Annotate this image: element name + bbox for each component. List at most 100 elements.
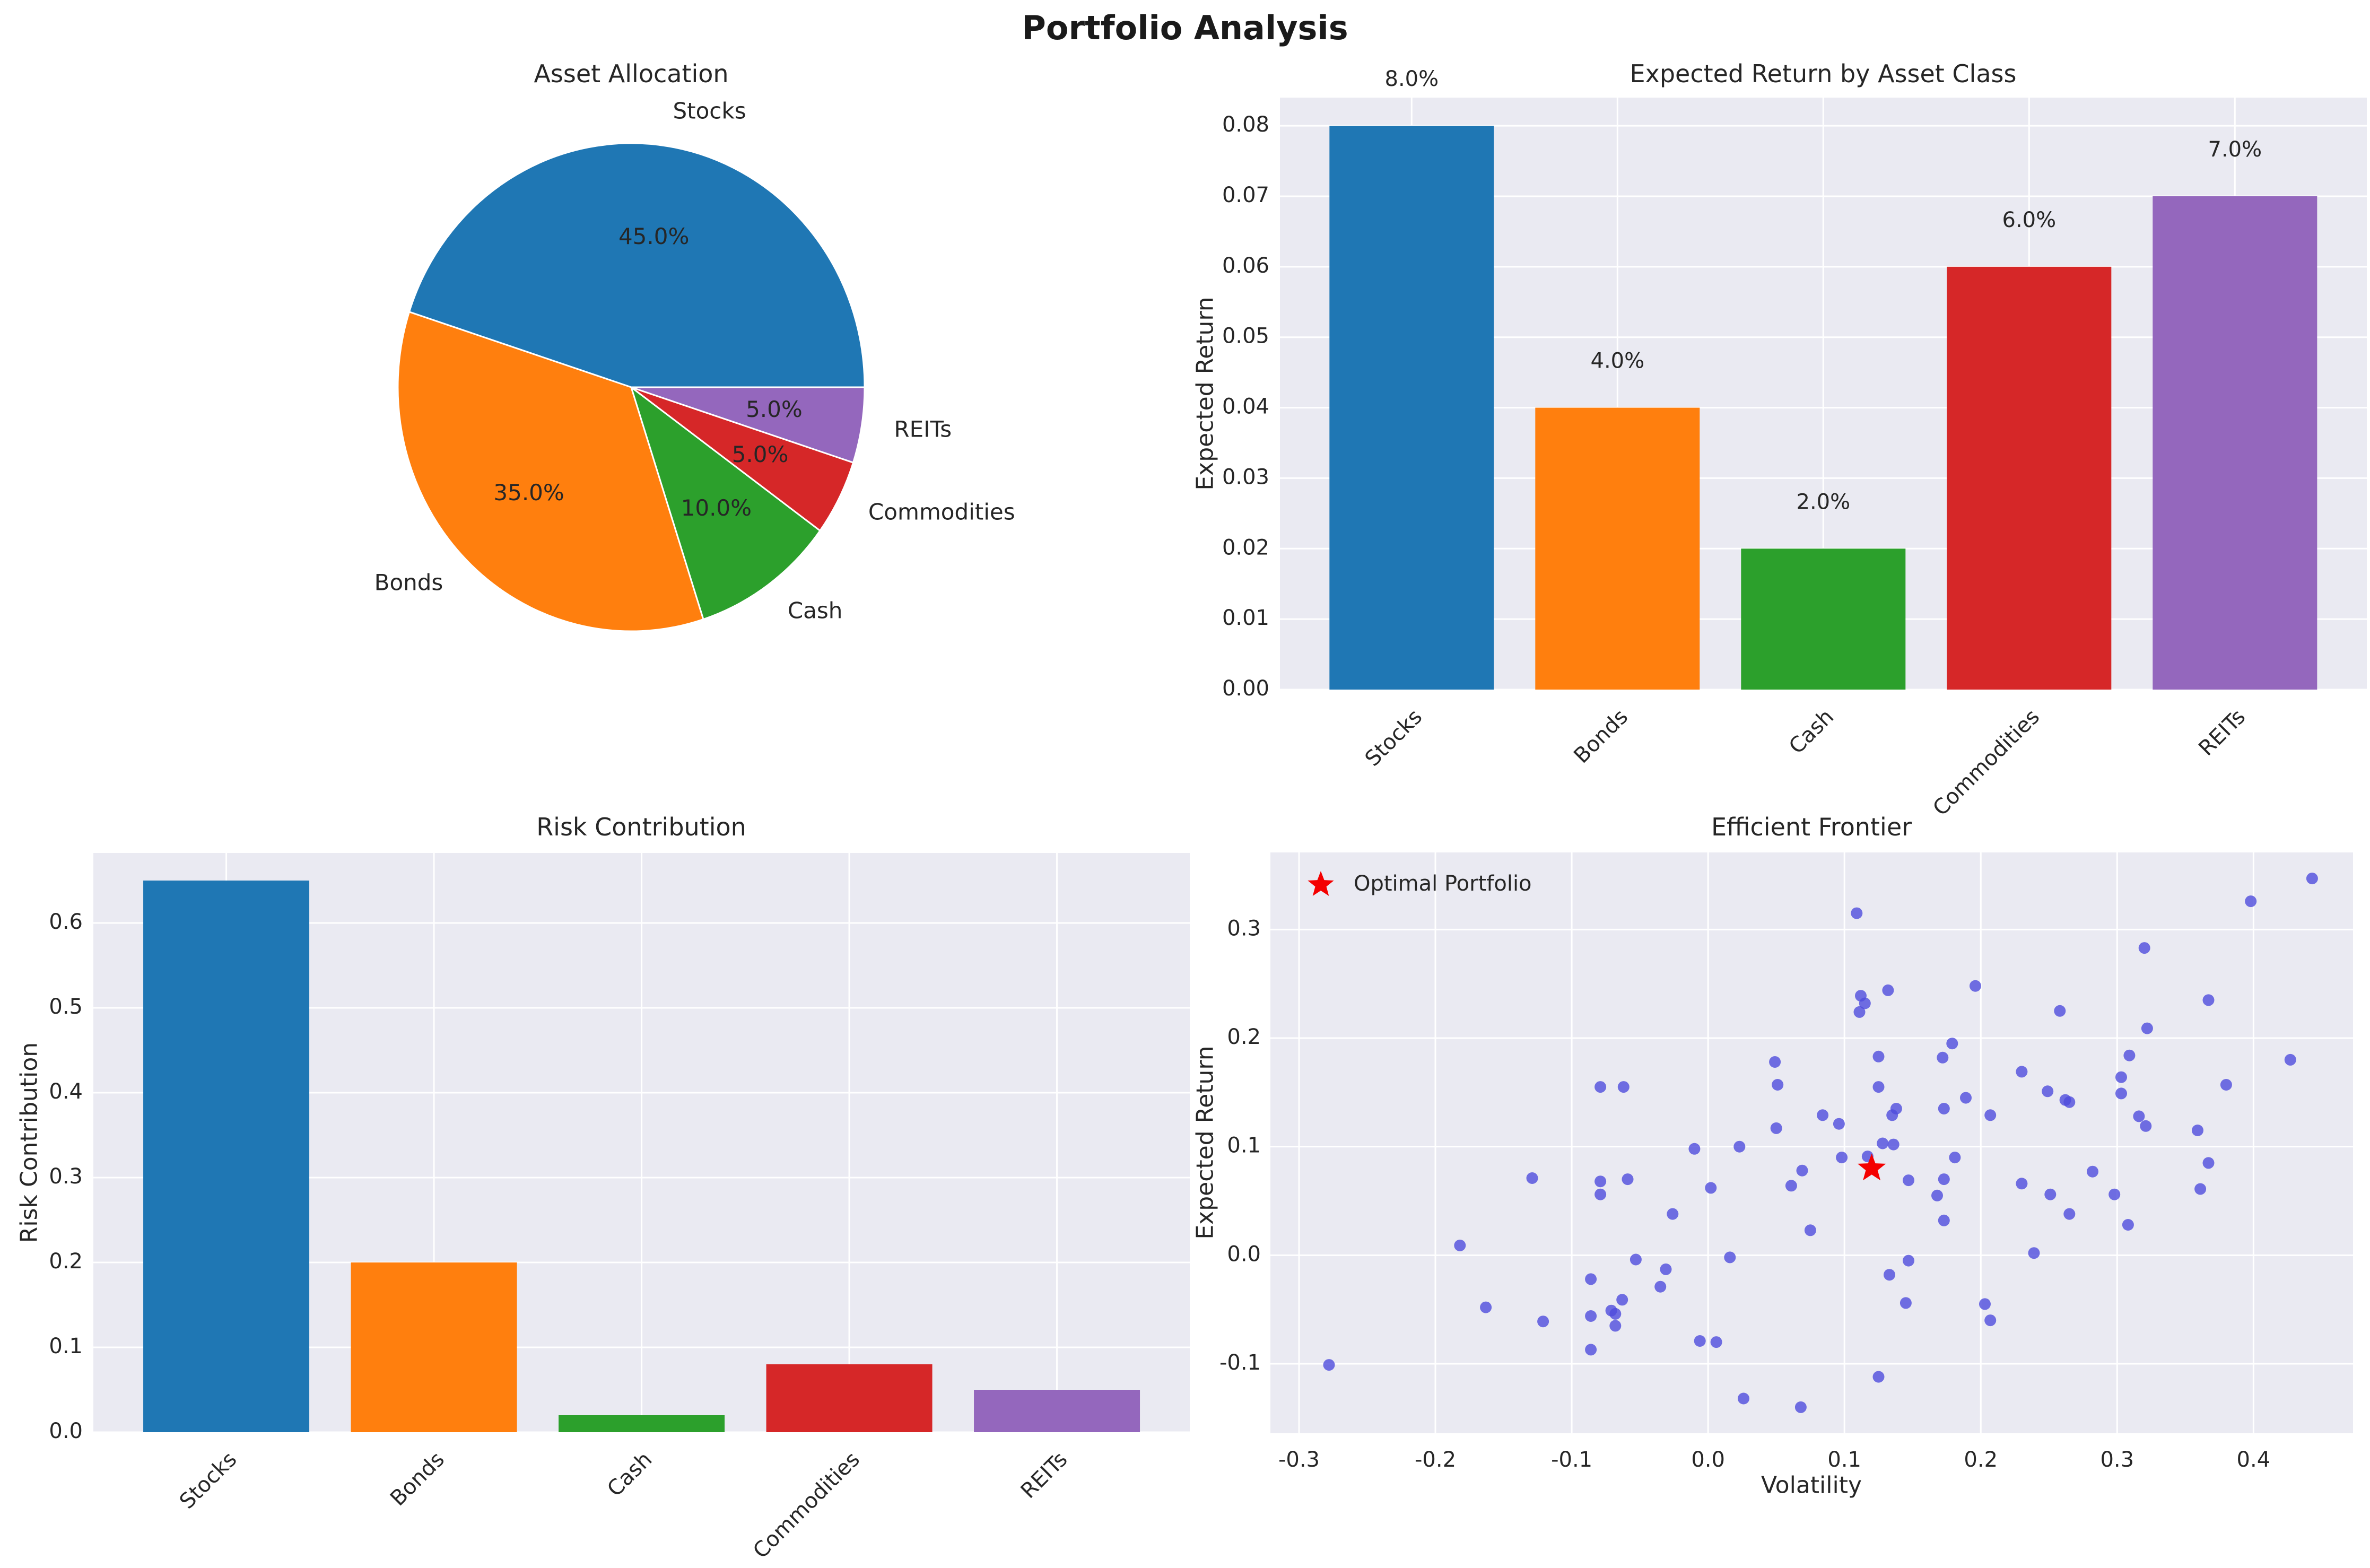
expected-return-bar-chart-value-label: 8.0% [1385,67,1439,91]
scatter-point [1594,1188,1607,1200]
expected-return-bar-chart-xtick-cash: Cash [1784,704,1839,759]
scatter-point [1804,1224,1816,1236]
pie-chart: Stocks 45.0% Bonds 35.0% Cash 10.0% Commoditie… [374,98,1015,632]
scatter-xtick: 0.2 [1964,1448,1998,1472]
expected-return-chart-title: Expected Return by Asset Class [1630,59,2017,88]
scatter-point [2063,1096,2076,1108]
pie-pct-bonds: 35.0% [493,480,564,506]
scatter-point [2115,1071,2127,1083]
scatter-point [2284,1053,2296,1066]
scatter-point [2016,1178,2028,1190]
expected-return-bar-chart-xtick-bonds: Bonds [1569,704,1633,768]
scatter-xtick: -0.3 [1278,1448,1320,1472]
pie-slice-bonds [397,311,704,632]
scatter-point [2202,994,2215,1006]
expected-return-bar-chart-ytick: 0.07 [1222,183,1269,207]
pie-pct-commodities: 5.0% [732,441,789,467]
expected-return-y-axis-label: Expected Return [1191,297,1219,491]
optimal-portfolio-star-marker [1858,1153,1886,1181]
scatter-point [1872,1081,1885,1093]
expected-return-bar-chart-bar-stocks [1329,126,1494,690]
scatter-point [1882,984,1894,996]
scatter-point [1630,1253,1642,1266]
risk-contribution-bar-chart-ytick: 0.1 [49,1334,83,1358]
scatter-legend: Optimal Portfolio [1308,871,1532,896]
expected-return-bar-chart-xtick-commodities: Commodities [1928,704,2044,821]
scatter-point [1585,1273,1597,1285]
expected-return-bar-chart-ytick: 0.08 [1222,112,1269,137]
scatter-point [1853,1006,1866,1018]
risk-contribution-bar-chart-bar-stocks [143,881,310,1432]
efficient-frontier-chart-title: Efficient Frontier [1711,813,1912,841]
scatter-point [2220,1079,2232,1091]
legend-star-icon [1308,871,1334,896]
scatter-point [1851,907,1863,919]
scatter-point [1796,1164,1808,1177]
pie-pct-cash: 10.0% [681,495,752,521]
scatter-point [1705,1182,1717,1194]
expected-return-bar-chart-ytick: 0.00 [1222,676,1269,701]
scatter-point [2194,1183,2207,1195]
scatter-ytick: 0.0 [1227,1242,1261,1266]
expected-return-bar-chart-bar-commodities [1947,266,2112,690]
expected-return-bar-chart-value-label: 2.0% [1797,490,1851,514]
scatter-point [1979,1298,1991,1310]
scatter-point [2044,1188,2057,1200]
expected-return-bar-chart-value-label: 7.0% [2208,137,2262,162]
scatter-point [1960,1092,1972,1104]
pie-label-bonds: Bonds [374,569,443,595]
scatter-point [1938,1214,1950,1226]
scatter-point [1817,1109,1829,1121]
risk-contribution-bar-chart-ytick: 0.3 [49,1164,83,1189]
scatter-point [1872,1371,1885,1383]
scatter-ytick: -0.1 [1219,1351,1261,1375]
scatter-point [2028,1247,2040,1259]
scatter-xtick: 0.0 [1691,1448,1725,1472]
risk-contribution-chart-title: Risk Contribution [536,813,746,841]
scatter-point [1984,1109,1997,1121]
scatter-point [2140,1120,2152,1132]
scatter-point [1877,1137,1889,1149]
scatter-ytick: 0.1 [1227,1134,1261,1158]
pie-label-cash: Cash [788,598,843,624]
risk-contribution-bar-chart-xtick-cash: Cash [603,1447,657,1501]
scatter-point [1585,1310,1597,1322]
efficient-frontier-scatter: -0.3 -0.2 -0.1 0.0 0.1 0.2 0.3 0.4 -0.1 0.0 0.1 0.2… [1219,852,2353,1472]
scatter-xtick: 0.1 [1827,1448,1861,1472]
scatter-ytick: 0.3 [1227,916,1261,940]
expected-return-bar-chart-ytick: 0.03 [1222,465,1269,489]
scatter-xtick: 0.4 [2237,1448,2271,1472]
scatter-point [2054,1005,2066,1017]
expected-return-bar-chart-bar-reits [2153,196,2317,690]
figure-title: Portfolio Analysis [1022,8,1348,47]
scatter-point [2138,942,2150,954]
pie-slice-stocks [408,142,866,388]
pie-slice-commodities [630,386,854,532]
scatter-point [1660,1263,1672,1275]
scatter-point [1836,1152,1848,1164]
scatter-point [1616,1294,1628,1306]
scatter-point [1785,1180,1797,1192]
expected-return-bar-chart-ytick: 0.05 [1222,324,1269,349]
risk-contribution-bar-chart-ytick: 0.4 [49,1079,83,1104]
pie-label-stocks: Stocks [673,98,746,124]
scatter-point [1585,1344,1597,1356]
scatter-point [1609,1320,1622,1332]
scatter-point [1537,1316,1549,1328]
scatter-point [1594,1081,1607,1093]
expected-return-bar-chart-value-label: 6.0% [2002,208,2057,232]
scatter-point [1609,1308,1622,1320]
scatter-point [1710,1336,1722,1348]
scatter-point [1794,1401,1807,1413]
risk-contribution-bar-chart-xtick-commodities: Commodities [748,1447,865,1563]
risk-contribution-bar-chart-bar-bonds [351,1262,517,1432]
scatter-point [2016,1066,2028,1078]
scatter-point [2141,1022,2153,1034]
scatter-point [2202,1157,2215,1169]
scatter-point [1886,1109,1898,1121]
scatter-point [2115,1087,2127,1100]
scatter-point [2192,1125,2203,1136]
scatter-point [1887,1138,1900,1151]
